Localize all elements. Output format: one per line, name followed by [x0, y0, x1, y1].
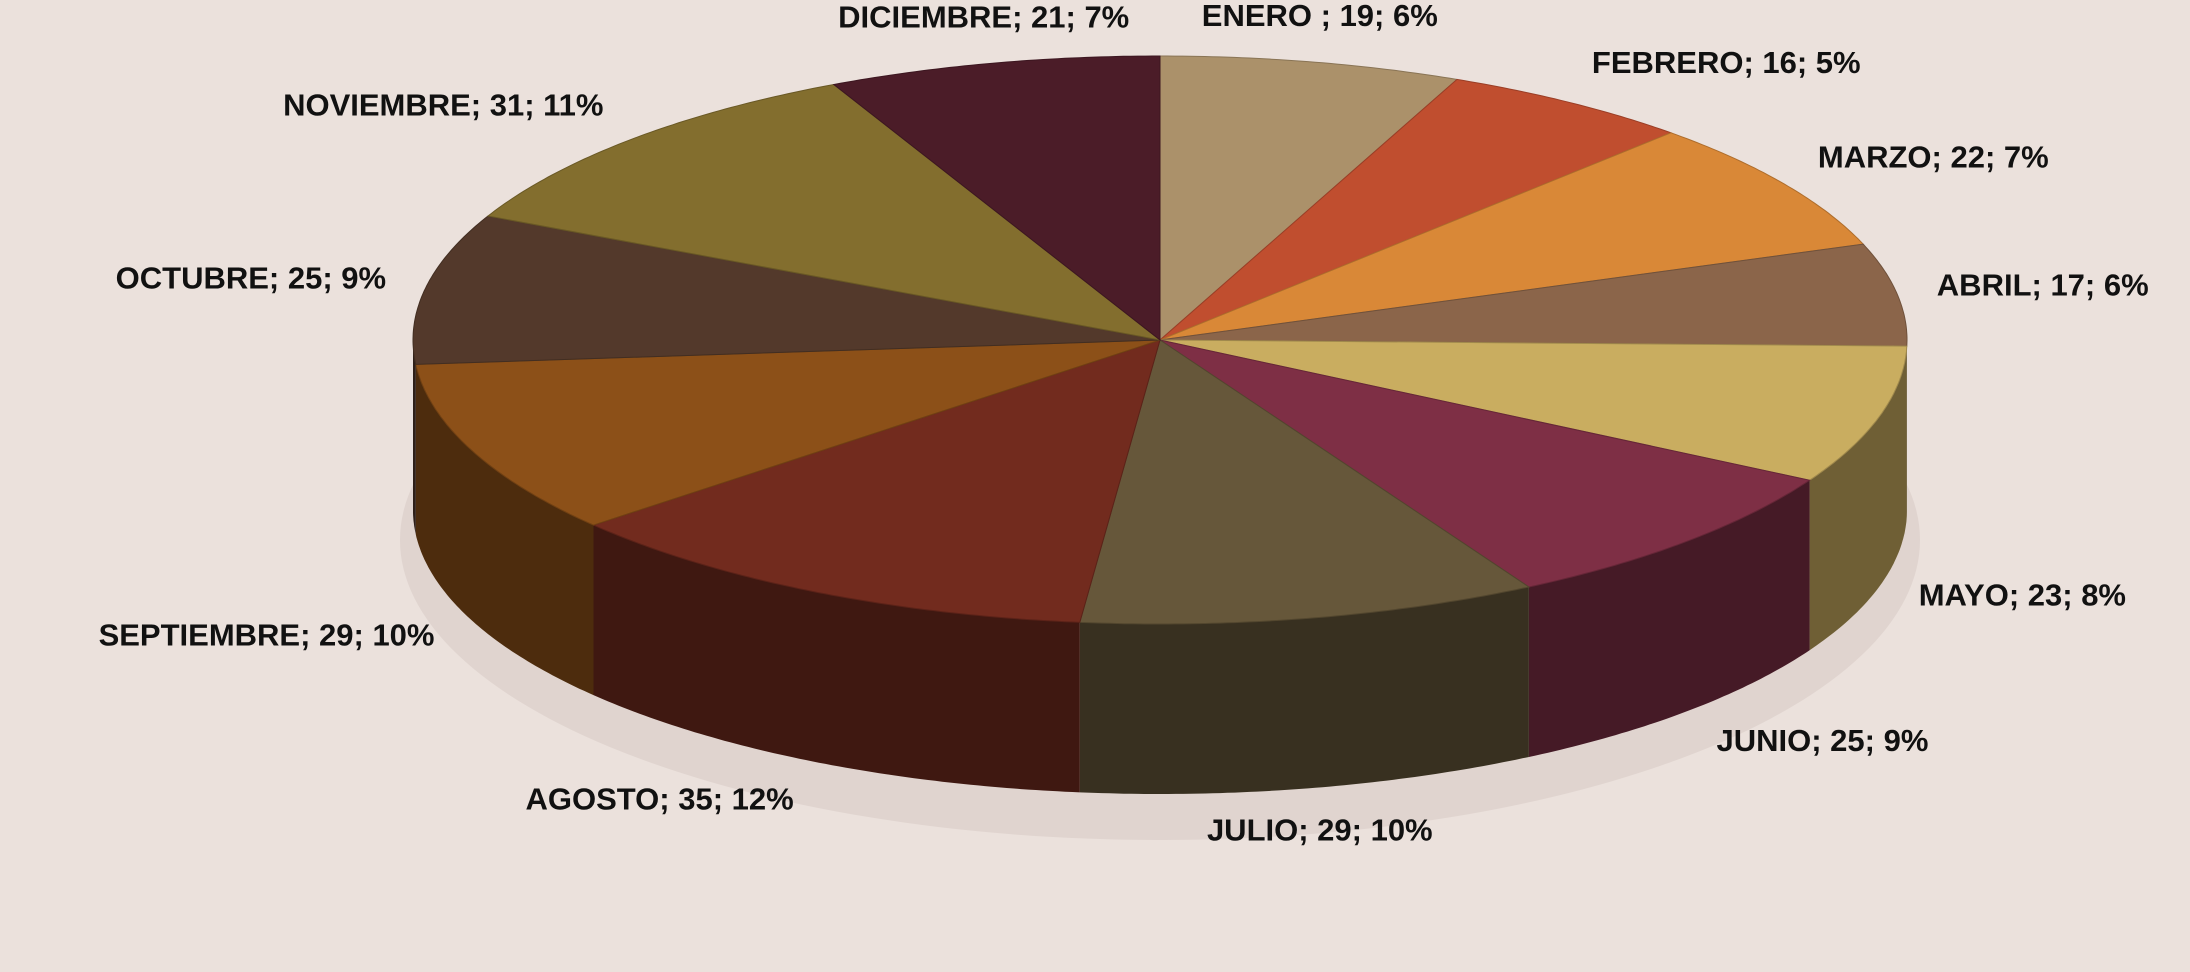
data-label: MAYO; 23; 8%	[1919, 578, 2126, 613]
data-label: DICIEMBRE; 21; 7%	[838, 0, 1129, 35]
slice	[415, 339, 1161, 526]
slice-side	[593, 525, 1080, 793]
slice	[1159, 243, 1908, 347]
slice-side	[415, 364, 594, 696]
slice	[1159, 132, 1865, 341]
data-label: OCTUBRE; 25; 9%	[116, 260, 386, 295]
data-label: MARZO; 22; 7%	[1818, 140, 2049, 175]
data-label: AGOSTO; 35; 12%	[526, 781, 794, 816]
data-label: SEPTIEMBRE; 29; 10%	[99, 618, 435, 653]
slice	[592, 339, 1161, 623]
slice	[486, 83, 1161, 341]
data-label: JUNIO; 25; 9%	[1717, 723, 1929, 758]
data-label: NOVIEMBRE; 31; 11%	[283, 88, 603, 123]
slice-side	[1809, 346, 1907, 651]
data-label: ABRIL; 17; 6%	[1937, 267, 2149, 302]
data-label: ENERO ; 19; 6%	[1202, 0, 1438, 33]
slice	[1159, 339, 1908, 481]
data-label: FEBRERO; 16; 5%	[1592, 45, 1861, 80]
slice-side	[413, 340, 416, 535]
slice	[832, 55, 1161, 342]
slice	[1159, 78, 1673, 341]
slice-side	[1528, 480, 1810, 757]
data-label: JULIO; 29; 10%	[1207, 812, 1433, 847]
slice	[1159, 339, 1811, 588]
slice	[412, 215, 1161, 365]
slice	[1079, 339, 1531, 625]
slice	[1159, 55, 1459, 342]
slice-side	[1079, 587, 1529, 794]
